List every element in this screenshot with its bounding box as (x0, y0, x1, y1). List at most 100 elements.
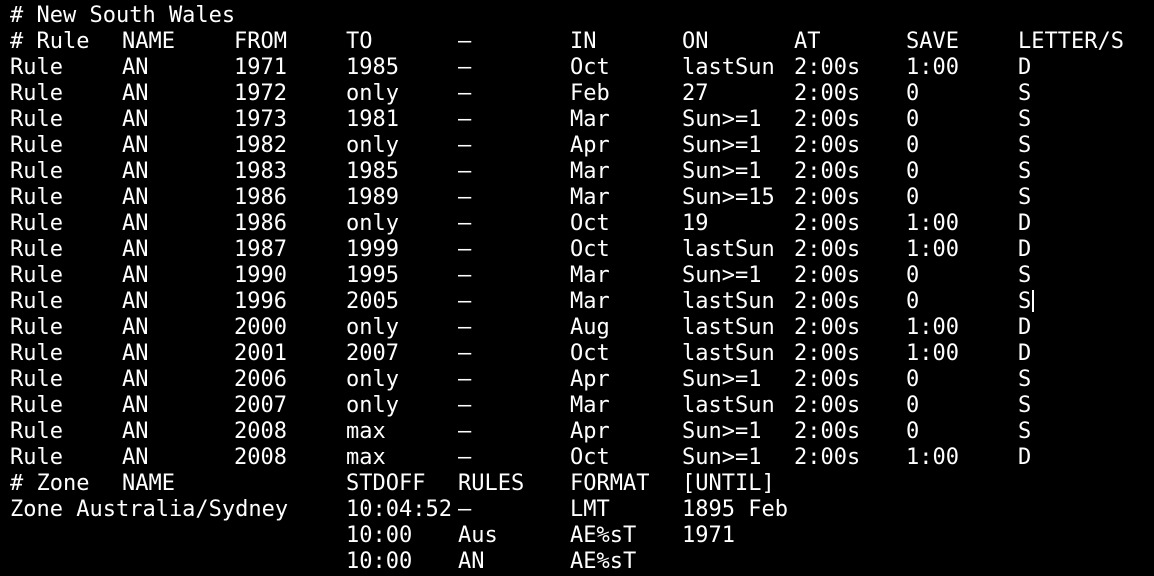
rule-row: Rule AN 1972 only – Feb 27 2:00s 0 S (10, 81, 1154, 107)
rule-type: – (458, 341, 472, 366)
rule-in: Apr (570, 419, 610, 444)
zone-row: 10:00 Aus AE%sT 1971 (10, 523, 1154, 549)
rule-to: only (346, 315, 399, 340)
rule-on: 27 (682, 81, 709, 106)
rule-letter: S (1018, 159, 1032, 184)
rule-type: – (458, 289, 472, 314)
rule-letter: D (1018, 237, 1032, 262)
rule-row: Rule AN 1987 1999 – Oct lastSun 2:00s 1:00 D (10, 237, 1154, 263)
rule-save: 0 (906, 289, 920, 314)
rule-type: – (458, 185, 472, 210)
rule-to: only (346, 211, 399, 236)
zone-rules: – (458, 497, 472, 522)
rule-row: Rule AN 2000 only – Aug lastSun 2:00s 1:00 D (10, 315, 1154, 341)
rule-name: AN (122, 315, 149, 340)
rule-type: – (458, 81, 472, 106)
rule-save: 1:00 (906, 211, 959, 236)
rule-keyword: Rule (10, 133, 63, 158)
rule-name: AN (122, 55, 149, 80)
rule-from: 2001 (234, 341, 287, 366)
zone-header-until: [UNTIL] (682, 471, 775, 496)
rule-in: Oct (570, 237, 610, 262)
rule-to: 1999 (346, 237, 399, 262)
rule-in: Mar (570, 263, 610, 288)
rules-table: Rule AN 1971 1985 – Oct lastSun 2:00s 1:00 D Rule A… (10, 55, 1154, 471)
zone-header-name: NAME (122, 471, 175, 496)
rule-type: – (458, 315, 472, 340)
zones-table: Zone Australia/Sydney 10:04:52– LMT 1895 Fe… (10, 497, 1154, 575)
rule-keyword: Rule (10, 185, 63, 210)
rule-at: 2:00s (794, 393, 861, 418)
rule-save: 0 (906, 107, 920, 132)
rule-name: AN (122, 289, 149, 314)
zone-stdoff: 10:00 (346, 523, 413, 548)
rule-to: 2007 (346, 341, 399, 366)
rule-save: 0 (906, 185, 920, 210)
rule-from: 1972 (234, 81, 287, 106)
rule-save: 1:00 (906, 341, 959, 366)
rule-letter: S (1018, 185, 1032, 210)
rule-from: 1987 (234, 237, 287, 262)
rule-on: Sun>=1 (682, 133, 762, 158)
rule-name: AN (122, 159, 149, 184)
rule-save: 1:00 (906, 315, 959, 340)
rule-type: – (458, 263, 472, 288)
rule-row: Rule AN 1973 1981 – Mar Sun>=1 2:00s 0 S (10, 107, 1154, 133)
rule-type: – (458, 237, 472, 262)
rule-letter: S (1018, 289, 1035, 315)
rule-save: 0 (906, 133, 920, 158)
rule-header-in: IN (570, 29, 597, 54)
rule-letter: S (1018, 419, 1032, 444)
rule-save: 1:00 (906, 445, 959, 470)
rule-at: 2:00s (794, 185, 861, 210)
rule-at: 2:00s (794, 55, 861, 80)
rule-to: 1985 (346, 159, 399, 184)
rule-name: AN (122, 133, 149, 158)
rule-on: Sun>=1 (682, 263, 762, 288)
rule-at: 2:00s (794, 107, 861, 132)
rule-type: – (458, 159, 472, 184)
rule-in: Mar (570, 159, 610, 184)
rule-name: AN (122, 185, 149, 210)
rule-row: Rule AN 1986 only – Oct 19 2:00s 1:00 D (10, 211, 1154, 237)
rule-name: AN (122, 107, 149, 132)
rule-in: Aug (570, 315, 610, 340)
rule-keyword: Rule (10, 211, 63, 236)
rule-in: Mar (570, 393, 610, 418)
zone-rules: AN (458, 549, 485, 574)
rule-keyword: Rule (10, 237, 63, 262)
rule-header-row: # Rule NAME FROM TO – IN ON AT SAVE LETT… (10, 29, 1154, 55)
rule-header-on: ON (682, 29, 709, 54)
rule-in: Oct (570, 341, 610, 366)
rule-name: AN (122, 367, 149, 392)
rule-header-save: SAVE (906, 29, 959, 54)
rule-on: Sun>=1 (682, 419, 762, 444)
rule-on: lastSun (682, 315, 775, 340)
zone-label: Zone Australia/Sydney (10, 497, 289, 522)
rule-at: 2:00s (794, 211, 861, 236)
rule-row: Rule AN 1986 1989 – Mar Sun>=15 2:00s 0 S (10, 185, 1154, 211)
rule-on: Sun>=1 (682, 159, 762, 184)
rule-from: 1986 (234, 185, 287, 210)
rule-to: only (346, 393, 399, 418)
rule-on: 19 (682, 211, 709, 236)
zone-stdoff: 10:00 (346, 549, 413, 574)
rule-letter: S (1018, 393, 1032, 418)
rule-row: Rule AN 1996 2005 – Mar lastSun 2:00s 0 S (10, 289, 1154, 315)
rule-to: max (346, 419, 386, 444)
zone-format: LMT (570, 497, 610, 522)
rule-at: 2:00s (794, 159, 861, 184)
rule-to: only (346, 367, 399, 392)
rule-type: – (458, 393, 472, 418)
rule-header-type: – (458, 29, 472, 54)
rule-letter: S (1018, 107, 1032, 132)
zone-header-hash-zone: # Zone (10, 471, 90, 496)
rule-at: 2:00s (794, 367, 861, 392)
rule-keyword: Rule (10, 107, 63, 132)
zone-format: AE%sT (570, 549, 637, 574)
rule-save: 0 (906, 419, 920, 444)
zone-header-row: # Zone NAME STDOFF RULES FORMAT [UNTIL] (10, 471, 1154, 497)
rule-from: 2008 (234, 419, 287, 444)
rule-row: Rule AN 1983 1985 – Mar Sun>=1 2:00s 0 S (10, 159, 1154, 185)
